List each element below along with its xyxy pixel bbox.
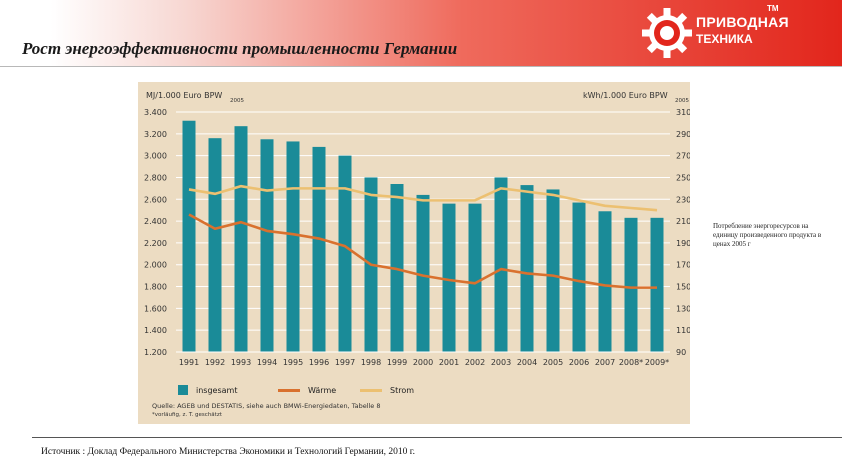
company-logo: ПРИВОДНАЯ ТЕХНИКА TM	[640, 4, 808, 60]
left-axis-tick-label: 2.400	[144, 217, 167, 226]
chart-footnote: *vorläufig, z. T. geschätzt	[152, 412, 222, 418]
chart: 3.400 3.200 3.000 2.800 2.600 2.400 2.200 2.000…	[144, 91, 690, 367]
right-axis-tick-label: 310	[676, 108, 690, 117]
left-axis-tick-label: 2.200	[144, 239, 167, 248]
x-axis-tick-label: 2009*	[645, 358, 669, 367]
header-band	[0, 0, 842, 66]
right-axis-tick-label: 230	[676, 195, 690, 204]
bar-insgesamt	[442, 203, 456, 352]
bar-insgesamt	[260, 139, 274, 352]
right-axis-tick-label: 90	[676, 348, 686, 357]
chart-legend: insgesamt Wärme Strom	[178, 382, 598, 398]
footer-divider	[32, 437, 842, 438]
x-axis-tick-label: 1999	[387, 358, 407, 367]
right-axis-label-sub: 2005	[675, 98, 689, 104]
bar-insgesamt	[286, 141, 300, 352]
bar-insgesamt	[312, 146, 326, 352]
left-axis-tick-label: 2.800	[144, 173, 167, 182]
left-axis-tick-label: 1.400	[144, 326, 167, 335]
left-axis-label-sub: 2005	[230, 98, 244, 104]
page-title: Рост энергоэффективности промышленности …	[22, 39, 458, 58]
legend-item-waerme: Wärme	[278, 382, 336, 398]
right-axis-label: kWh/1.000 Euro BPW	[583, 91, 668, 100]
legend-swatch-waerme	[278, 388, 300, 392]
logo-text-line1: ПРИВОДНАЯ	[696, 14, 789, 30]
x-axis-tick-label: 2008*	[619, 358, 643, 367]
right-axis-tick-label: 290	[676, 130, 690, 139]
right-axis-tick-label: 110	[676, 326, 690, 335]
right-axis-tick-label: 130	[676, 304, 690, 313]
left-axis-tick-label: 2.600	[144, 195, 167, 204]
left-axis-tick-label: 3.000	[144, 152, 167, 161]
left-axis-tick-label: 3.200	[144, 130, 167, 139]
left-axis-tick-label: 1.200	[144, 348, 167, 357]
x-axis-tick-label: 2006	[569, 358, 589, 367]
x-axis-tick-label: 2004	[517, 358, 537, 367]
x-axis-tick-label: 1998	[361, 358, 381, 367]
x-axis-tick-label: 2005	[543, 358, 563, 367]
right-axis-tick-label: 170	[676, 261, 690, 270]
right-axis-tick-label: 250	[676, 173, 690, 182]
side-note: Потребление энергоресурсов на единицу пр…	[713, 222, 822, 248]
left-axis-tick-label: 3.400	[144, 108, 167, 117]
x-axis-tick-label: 1994	[257, 358, 277, 367]
legend-label-insgesamt: insgesamt	[196, 385, 238, 395]
logo-trademark: TM	[767, 4, 779, 13]
legend-item-insgesamt: insgesamt	[178, 382, 237, 398]
bar-insgesamt	[520, 185, 534, 352]
line-strom	[188, 184, 658, 212]
left-axis-label: MJ/1.000 Euro BPW	[146, 91, 222, 100]
bar-insgesamt	[624, 217, 638, 352]
left-axis-tick-label: 2.000	[144, 261, 167, 270]
x-axis-tick-label: 1997	[335, 358, 355, 367]
right-axis-tick-label: 190	[676, 239, 690, 248]
right-axis-tick-label: 150	[676, 283, 690, 292]
logo-text-line2: ТЕХНИКА	[696, 32, 753, 46]
x-axis-tick-label: 2000	[413, 358, 433, 367]
chart-panel: 3.400 3.200 3.000 2.800 2.600 2.400 2.200 2.000…	[138, 82, 690, 424]
bar-insgesamt	[546, 189, 560, 352]
x-axis-tick-label: 2002	[465, 358, 485, 367]
bar-insgesamt	[494, 177, 508, 352]
chart-source: Quelle: AGEB und DESTATIS, siehe auch BM…	[152, 402, 381, 410]
left-axis-tick-label: 1.800	[144, 283, 167, 292]
legend-label-strom: Strom	[390, 385, 415, 395]
footer-source: Источник : Доклад Федерального Министерс…	[41, 447, 416, 457]
left-axis-tick-label: 1.600	[144, 304, 167, 313]
legend-label-waerme: Wärme	[308, 385, 337, 395]
header-divider	[0, 66, 842, 67]
x-axis-tick-label: 1992	[205, 358, 225, 367]
legend-swatch-insgesamt	[178, 385, 188, 395]
x-axis-tick-label: 2003	[491, 358, 511, 367]
bar-insgesamt	[468, 203, 482, 352]
line-waerme	[188, 213, 657, 289]
bar-insgesamt	[572, 202, 586, 352]
legend-item-strom: Strom	[360, 382, 414, 398]
bar-insgesamt	[208, 138, 222, 352]
x-axis-tick-label: 2001	[439, 358, 459, 367]
right-axis-tick-label: 270	[676, 152, 690, 161]
bar-insgesamt	[338, 155, 352, 352]
bar-insgesamt	[234, 126, 248, 352]
bar-insgesamt	[598, 211, 612, 352]
x-axis-tick-label: 2007	[595, 358, 615, 367]
x-axis-tick-label: 1996	[309, 358, 329, 367]
gear-icon	[642, 8, 692, 58]
x-axis-tick-label: 1991	[179, 358, 199, 367]
bar-insgesamt	[416, 194, 430, 352]
x-axis-tick-label: 1993	[231, 358, 251, 367]
legend-swatch-strom	[360, 388, 382, 392]
bar-insgesamt	[182, 120, 196, 353]
x-axis-tick-label: 1995	[283, 358, 303, 367]
bar-insgesamt	[650, 217, 664, 352]
right-axis-tick-label: 210	[676, 217, 690, 226]
